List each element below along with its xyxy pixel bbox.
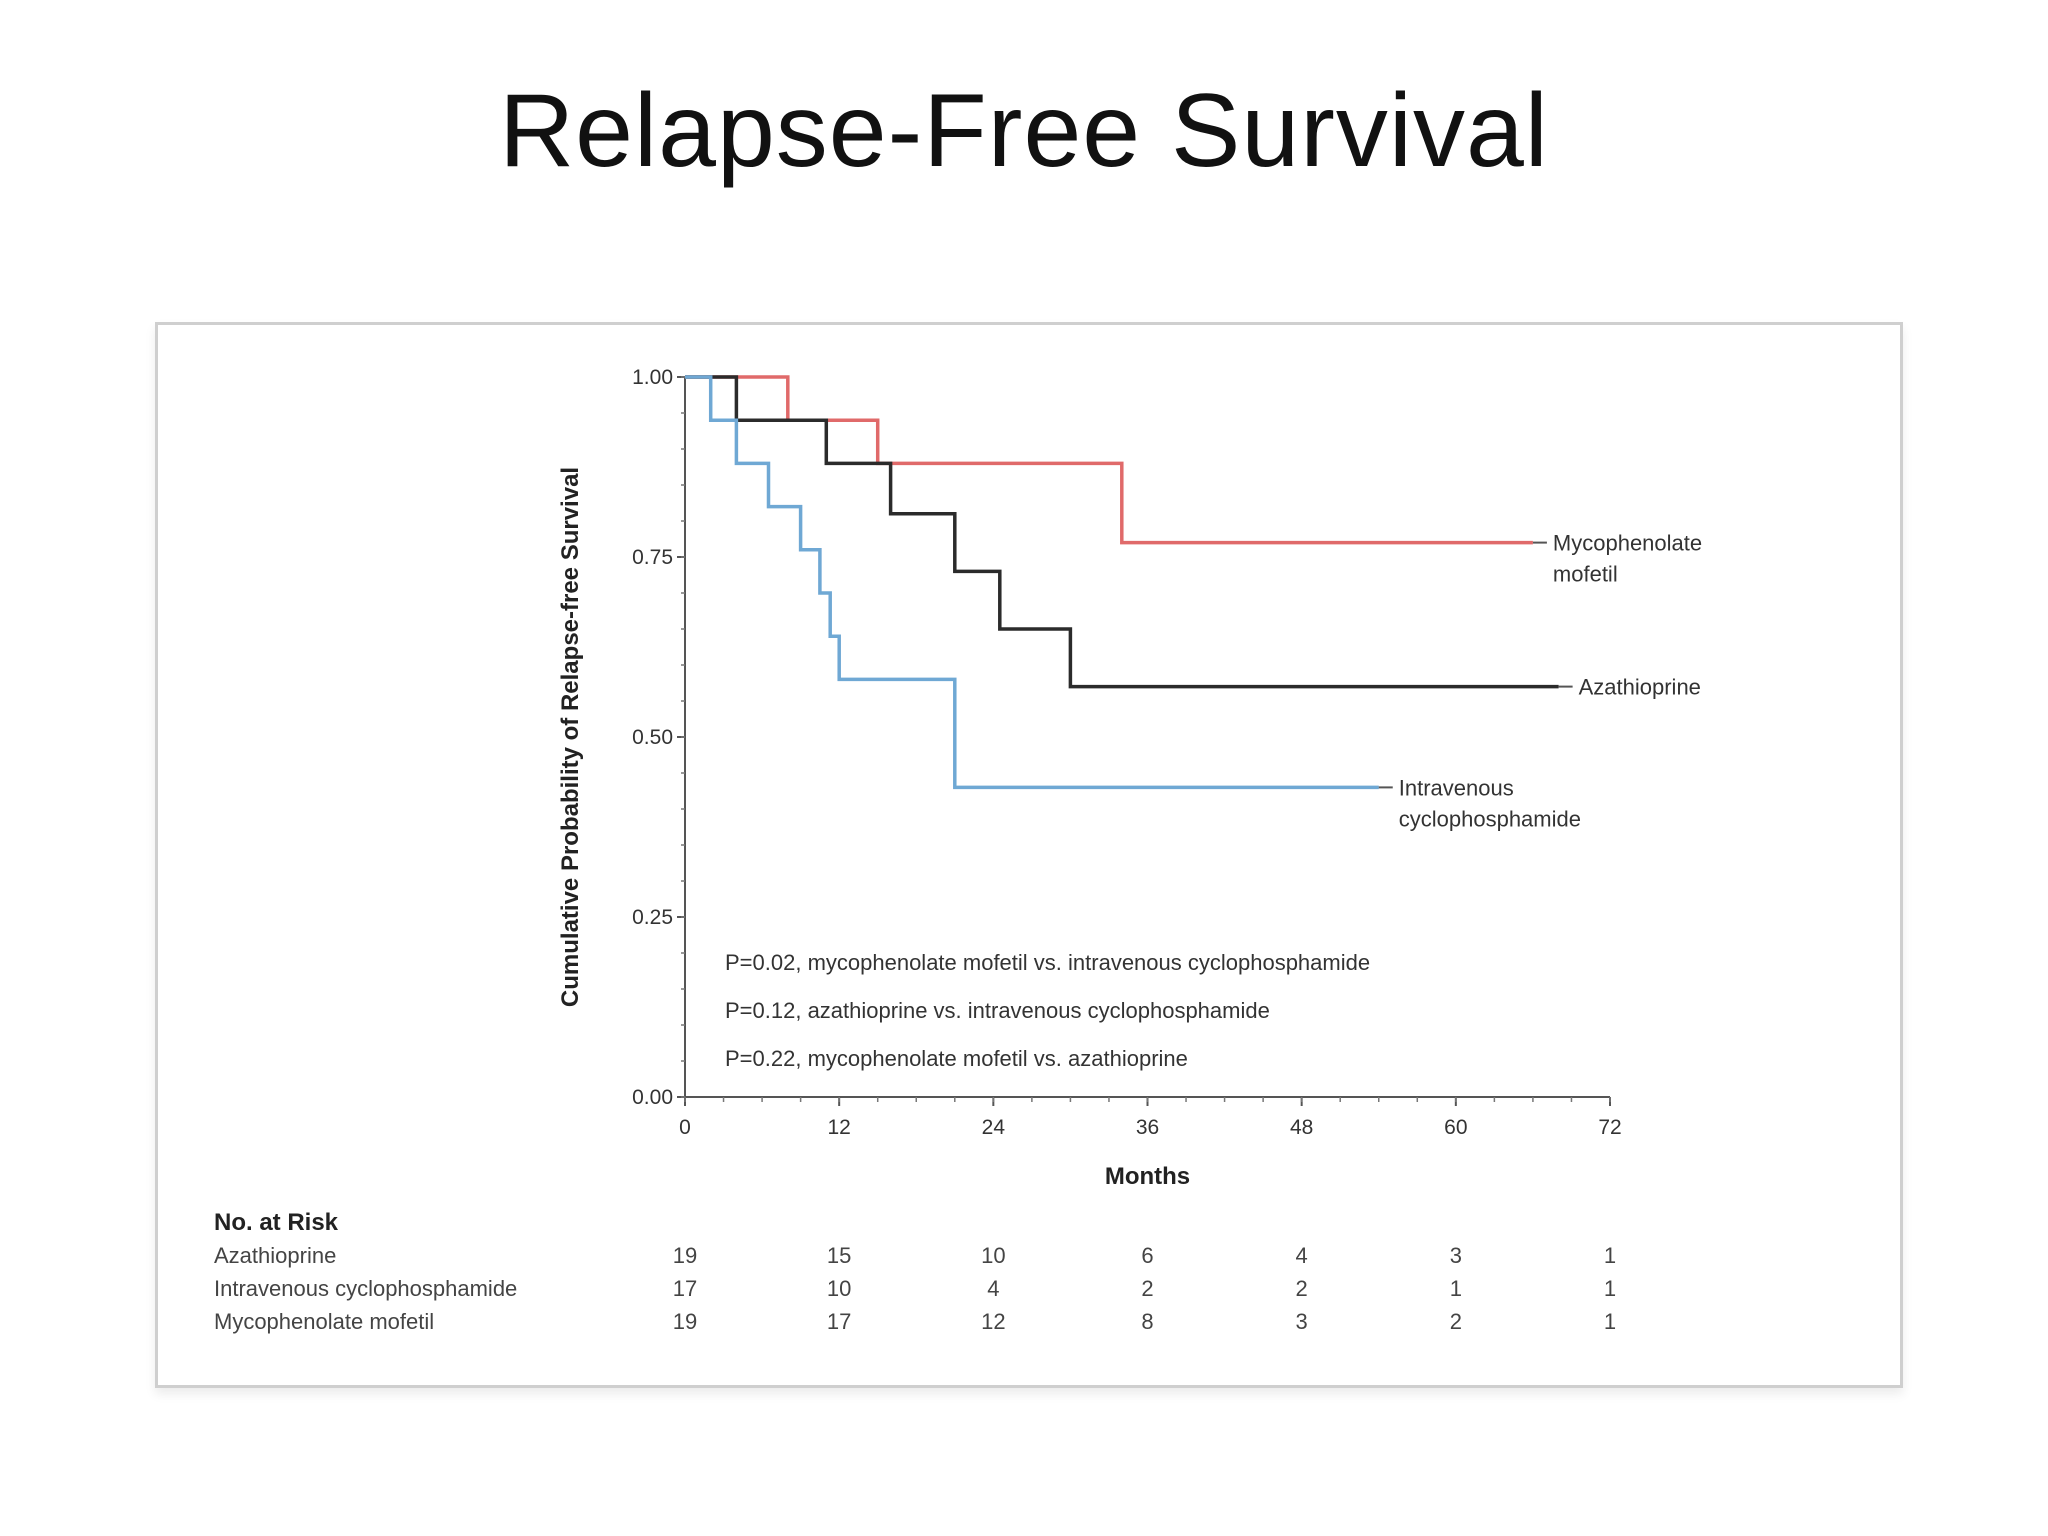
risk-cell: 8	[1141, 1309, 1153, 1334]
risk-cell: 6	[1141, 1243, 1153, 1268]
risk-cell: 19	[673, 1243, 697, 1268]
risk-cell: 4	[987, 1276, 999, 1301]
risk-cell: 2	[1296, 1276, 1308, 1301]
risk-cell: 10	[981, 1243, 1005, 1268]
chart-series	[685, 375, 1559, 790]
risk-cell: 4	[1296, 1243, 1308, 1268]
series-line-1	[685, 375, 1533, 545]
y-tick-label: 0.25	[632, 906, 673, 929]
p-value-note: P=0.02, mycophenolate mofetil vs. intrav…	[725, 950, 1370, 975]
x-tick-label: 24	[982, 1116, 1006, 1139]
series-label: Mycophenolate	[1553, 531, 1702, 556]
x-tick-label: 36	[1136, 1116, 1159, 1139]
y-tick-label: 0.75	[632, 546, 673, 569]
x-tick-label: 0	[679, 1116, 691, 1139]
risk-row-name: Azathioprine	[214, 1243, 336, 1268]
y-tick-label: 0.50	[632, 726, 673, 749]
risk-cell: 3	[1450, 1243, 1462, 1268]
risk-cell: 12	[981, 1309, 1005, 1334]
slide-title: Relapse-Free Survival	[499, 73, 1549, 189]
chart-axes: 0.00 0.25 0.50 0.75 1.00 0 12 24 36 48 60 72 Months C…	[557, 366, 1622, 1190]
risk-cell: 1	[1450, 1276, 1462, 1301]
p-value-annotations: P=0.02, mycophenolate mofetil vs. intrav…	[725, 950, 1370, 1071]
p-value-note: P=0.12, azathioprine vs. intravenous cyc…	[725, 998, 1270, 1023]
series-labels: Mycophenolate mofetil Azathioprine Intraven…	[1378, 531, 1702, 831]
series-line-3	[685, 375, 1379, 790]
risk-table-title: No. at Risk	[214, 1209, 339, 1236]
risk-cell: 2	[1450, 1309, 1462, 1334]
y-tick-label: 1.00	[632, 366, 673, 389]
risk-cell: 17	[673, 1276, 697, 1301]
figure-frame: 0.00 0.25 0.50 0.75 1.00 0 12 24 36 48 60 72 Months C…	[155, 322, 1903, 1388]
x-tick-label: 60	[1444, 1116, 1467, 1139]
series-label: Azathioprine	[1579, 675, 1701, 700]
risk-cell: 17	[827, 1309, 851, 1334]
x-tick-label: 72	[1598, 1116, 1621, 1139]
series-line-2	[685, 375, 1559, 689]
risk-cell: 3	[1296, 1309, 1308, 1334]
risk-row-name: Mycophenolate mofetil	[214, 1309, 434, 1334]
risk-cell: 1	[1604, 1243, 1616, 1268]
p-value-note: P=0.22, mycophenolate mofetil vs. azathi…	[725, 1046, 1188, 1071]
risk-cell: 10	[827, 1276, 851, 1301]
survival-chart: 0.000.250.500.751.000 12 24 36 48 60 72MonthsC…	[214, 366, 1702, 1334]
risk-table: No. at Risk Azathioprine 19 15 10 6 4 3 1 Intrave…	[214, 1209, 1616, 1334]
y-axis-title: Cumulative Probability of Relapse-free S…	[557, 467, 584, 1007]
risk-cell: 2	[1141, 1276, 1153, 1301]
x-tick-label: 12	[827, 1116, 850, 1139]
risk-cell: 19	[673, 1309, 697, 1334]
series-label: Intravenous	[1399, 775, 1514, 800]
y-tick-label: 0.00	[632, 1086, 673, 1109]
risk-cell: 15	[827, 1243, 851, 1268]
x-axis-title: Months	[1105, 1163, 1190, 1190]
risk-cell: 1	[1604, 1276, 1616, 1301]
series-label: mofetil	[1553, 562, 1618, 587]
risk-row-name: Intravenous cyclophosphamide	[214, 1276, 517, 1301]
risk-cell: 1	[1604, 1309, 1616, 1334]
x-tick-label: 48	[1290, 1116, 1313, 1139]
series-label: cyclophosphamide	[1399, 806, 1581, 831]
